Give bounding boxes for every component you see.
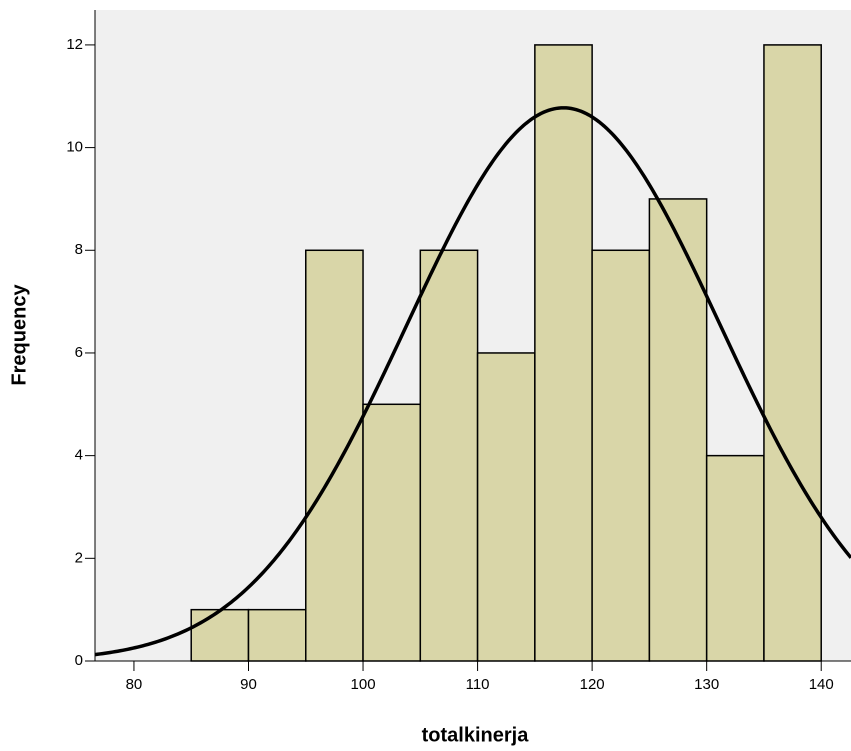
bar xyxy=(705,454,765,662)
y-tick-label: 0 xyxy=(75,652,83,669)
x-axis-title: totalkinerja xyxy=(422,724,530,746)
x-tick-label: 100 xyxy=(351,676,376,693)
x-tick-label: 110 xyxy=(466,676,490,693)
bar xyxy=(190,608,250,662)
y-tick-label: 10 xyxy=(66,139,83,156)
bar xyxy=(476,352,536,662)
x-tick-label: 90 xyxy=(240,676,257,693)
bar xyxy=(648,198,708,662)
y-tick-label: 12 xyxy=(66,36,83,53)
bar xyxy=(534,44,593,662)
bar xyxy=(305,249,364,662)
bar xyxy=(591,249,651,662)
x-tick-label: 120 xyxy=(580,676,605,693)
normal-curve xyxy=(94,106,851,657)
x-tick-label: 80 xyxy=(126,676,143,693)
y-tick-label: 8 xyxy=(75,241,83,258)
x-tick-label: 130 xyxy=(694,676,719,693)
y-tick-label: 4 xyxy=(75,447,83,464)
y-axis-title: Frequency xyxy=(8,284,30,386)
y-tick-label: 6 xyxy=(75,344,83,361)
bar xyxy=(419,249,479,662)
bar xyxy=(362,403,422,662)
y-tick-label: 2 xyxy=(75,549,83,566)
bar xyxy=(247,608,307,662)
bar xyxy=(763,44,822,662)
x-tick-label: 140 xyxy=(809,676,834,693)
